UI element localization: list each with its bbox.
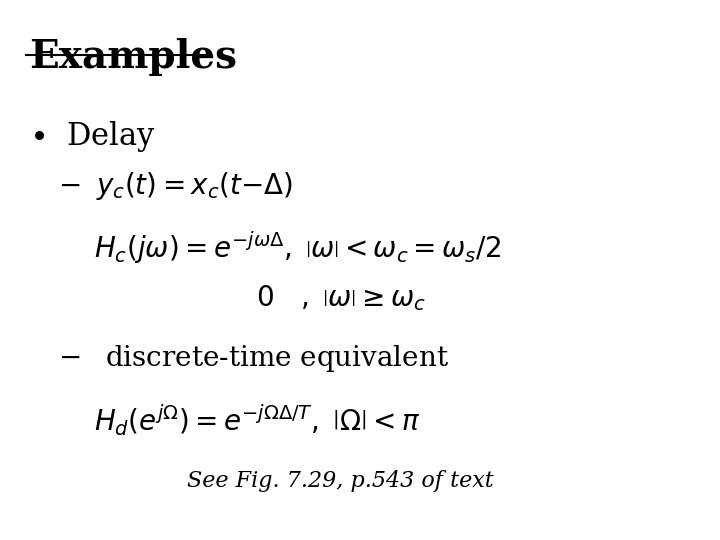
- Text: $-\;\;$ discrete-time equivalent: $-\;\;$ discrete-time equivalent: [58, 343, 449, 374]
- Text: $-\;\; y_c(t){=}x_c(t{-}\Delta)$: $-\;\; y_c(t){=}x_c(t{-}\Delta)$: [58, 170, 292, 202]
- Text: See Fig. 7.29, p.543 of text: See Fig. 7.29, p.543 of text: [187, 470, 494, 492]
- Text: Examples: Examples: [29, 38, 237, 76]
- Text: $H_c\left(j\omega\right)= e^{-j\omega\Delta},\; \left|\omega\right| < \omega_c =: $H_c\left(j\omega\right)= e^{-j\omega\De…: [94, 230, 500, 266]
- Text: $\bullet\;$ Delay: $\bullet\;$ Delay: [29, 119, 156, 154]
- Text: $0\quad,\; \left|\omega\right| \geq \omega_c$: $0\quad,\; \left|\omega\right| \geq \ome…: [256, 284, 426, 313]
- Text: $H_d\left(e^{j\Omega}\right)= e^{-j\Omega\Delta/T},\; \left|\Omega\right| < \pi$: $H_d\left(e^{j\Omega}\right)= e^{-j\Omeg…: [94, 402, 420, 438]
